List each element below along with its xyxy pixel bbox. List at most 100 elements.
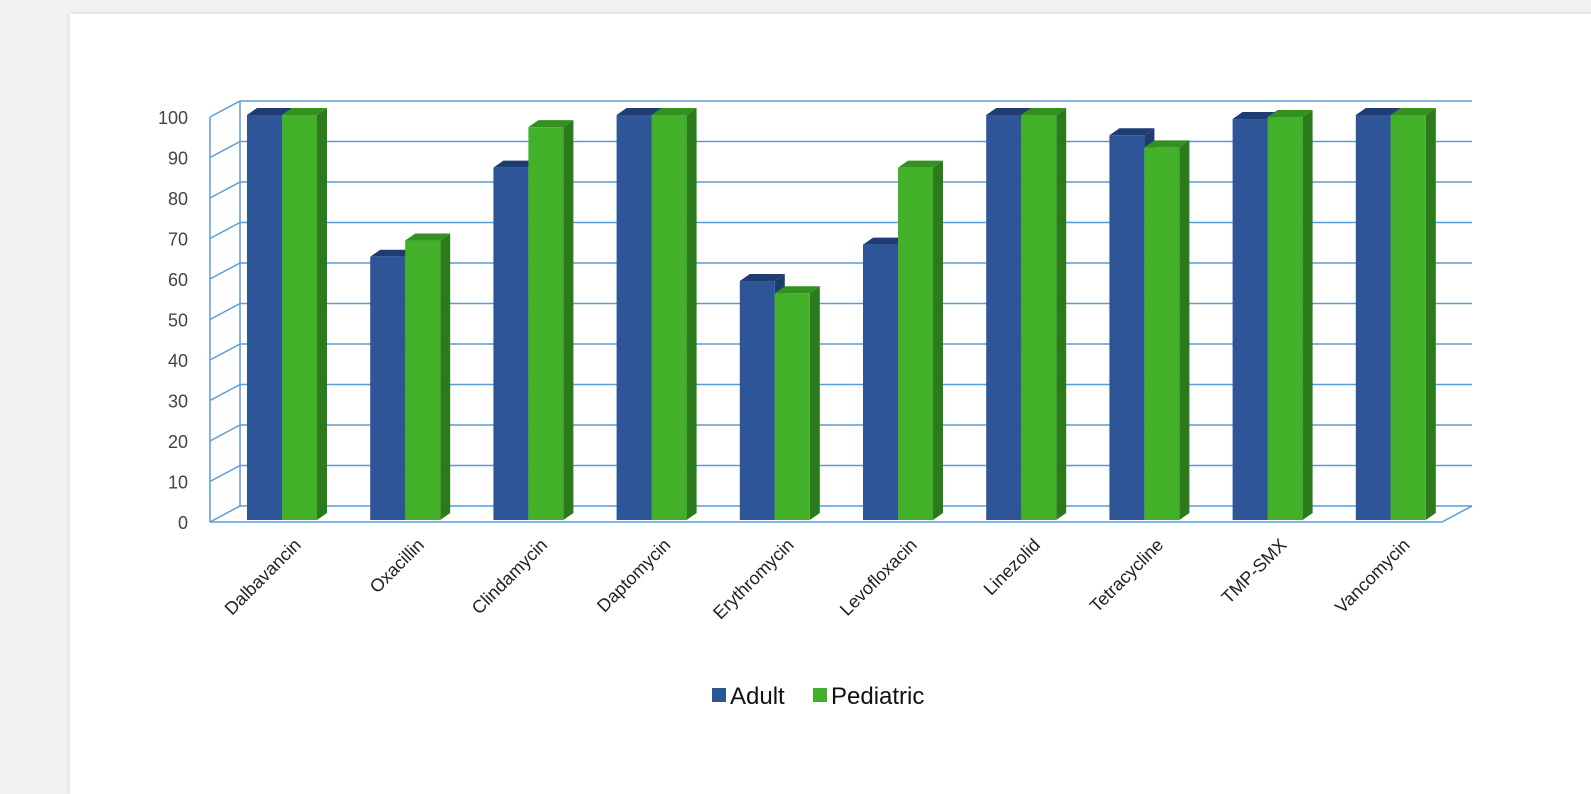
bar-pediatric-oxacillin	[405, 233, 451, 521]
bar-front	[282, 115, 317, 520]
gridline-wall	[209, 181, 241, 199]
bar-adult-clindamycin	[493, 160, 539, 520]
bar-side	[1302, 110, 1313, 521]
y-tick-label: 80	[168, 189, 188, 209]
bar-top	[247, 108, 292, 115]
y-tick-label: 10	[168, 473, 188, 493]
bar-front	[370, 256, 406, 520]
bar-top	[370, 249, 416, 257]
gridline-wall	[209, 302, 241, 321]
bar-top	[1021, 108, 1067, 115]
bar-top	[1144, 140, 1190, 148]
gridline-wall	[209, 100, 241, 118]
bar-top	[774, 286, 820, 294]
gridline-wall	[209, 221, 241, 240]
bar-side	[1056, 108, 1067, 520]
bar-pediatric-tetracycline	[1144, 140, 1190, 520]
legend-swatch	[813, 688, 827, 702]
legend-item-pediatric: Pediatric	[813, 683, 924, 710]
bar-side	[1179, 140, 1190, 520]
y-tick-label: 50	[168, 311, 188, 331]
gridline-wall	[209, 505, 241, 523]
bar-pediatric-tmp-smx	[1267, 110, 1313, 521]
y-tick-label: 20	[168, 432, 188, 452]
chart-card: 0 10 20 30 40 50 60 70 80 90 100 Dalbavancin Oxacil…	[70, 14, 1591, 794]
bar-front	[651, 115, 687, 520]
legend-swatch	[712, 688, 726, 702]
bar-top	[739, 274, 785, 282]
bar-front	[1109, 135, 1145, 520]
floor-right-edge	[1441, 505, 1473, 523]
y-tick-label: 70	[168, 230, 188, 250]
bar-front	[1021, 115, 1057, 520]
x-category-label: Erythromycin	[709, 535, 797, 623]
bar-top	[1390, 108, 1436, 115]
bar-front	[986, 115, 1022, 520]
bar-front	[863, 244, 898, 520]
x-category-label: Vancomycin	[1331, 535, 1414, 618]
y-tick-label: 90	[168, 149, 188, 169]
bar-pediatric-clindamycin	[528, 120, 574, 521]
bar-pediatric-erythromycin	[774, 286, 820, 520]
gridline-wall	[209, 262, 241, 280]
x-category-label: Oxacillin	[366, 535, 428, 597]
x-category-label: TMP-SMX	[1218, 535, 1291, 608]
bar-front	[247, 115, 282, 520]
bar-side	[1425, 108, 1436, 520]
gridline-wall	[209, 424, 241, 442]
bar-top	[282, 108, 327, 115]
bar-top	[986, 108, 1032, 115]
bar-side	[933, 160, 943, 520]
y-tick-label: 30	[168, 392, 188, 412]
bar-chart: 0 10 20 30 40 50 60 70 80 90 100 Dalbavancin Oxacil…	[158, 100, 1473, 710]
bar-front	[616, 115, 652, 520]
x-category-label: Tetracycline	[1086, 535, 1167, 616]
gridline-wall	[209, 464, 241, 483]
bar-front	[1390, 115, 1426, 520]
bar-front	[739, 281, 775, 520]
bar-front	[898, 167, 933, 520]
bar-top	[1355, 108, 1401, 115]
bar-front	[1144, 147, 1180, 520]
legend: Adult Pediatric	[712, 683, 924, 710]
x-axis-categories: Dalbavancin Oxacillin Clindamycin Daptomyci…	[221, 535, 1414, 623]
bar-top	[898, 160, 943, 168]
bar-front	[493, 167, 529, 520]
x-category-label: Daptomycin	[593, 535, 674, 616]
legend-label: Adult	[730, 683, 785, 710]
x-category-label: Dalbavancin	[221, 535, 305, 619]
bar-top	[651, 108, 697, 115]
bars	[247, 108, 1436, 521]
bar-top	[616, 108, 662, 115]
bar-front	[1267, 117, 1303, 521]
bar-side	[563, 120, 574, 521]
bar-pediatric-daptomycin	[651, 108, 697, 520]
bar-front	[774, 293, 810, 520]
bar-top	[1232, 112, 1278, 120]
bar-front	[528, 127, 564, 521]
y-axis-ticks: 0 10 20 30 40 50 60 70 80 90 100	[158, 108, 188, 533]
gridline-wall	[209, 343, 241, 361]
bar-top	[405, 233, 451, 241]
bar-top	[863, 237, 908, 245]
y-tick-label: 0	[178, 513, 188, 533]
x-category-label: Levofloxacin	[836, 535, 921, 620]
gridline-wall	[209, 140, 241, 159]
gridline-wall	[209, 383, 241, 402]
bar-front	[1355, 115, 1391, 520]
bar-side	[809, 286, 820, 520]
legend-label: Pediatric	[831, 683, 924, 710]
bar-pediatric-dalbavancin	[282, 108, 327, 520]
bar-side	[440, 233, 451, 521]
y-tick-label: 40	[168, 351, 188, 371]
bar-pediatric-vancomycin	[1390, 108, 1436, 520]
bar-pediatric-linezolid	[1021, 108, 1067, 520]
bar-top	[1267, 110, 1313, 118]
bar-top	[528, 120, 574, 128]
x-category-label: Clindamycin	[468, 535, 551, 618]
x-category-label: Linezolid	[980, 535, 1044, 599]
bar-front	[405, 240, 441, 521]
bar-top	[1109, 128, 1155, 136]
y-tick-label: 100	[158, 108, 188, 128]
y-tick-label: 60	[168, 270, 188, 290]
